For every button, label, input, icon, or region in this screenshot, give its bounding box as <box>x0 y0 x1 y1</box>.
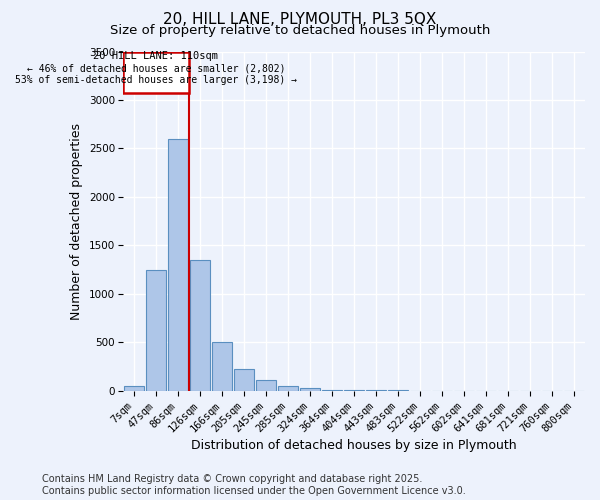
Bar <box>123 52 189 93</box>
Bar <box>146 270 166 390</box>
Bar <box>168 138 188 390</box>
Bar <box>124 386 143 390</box>
Bar <box>300 388 320 390</box>
Text: 53% of semi-detached houses are larger (3,198) →: 53% of semi-detached houses are larger (… <box>15 75 297 85</box>
Bar <box>234 370 254 390</box>
Text: 20, HILL LANE, PLYMOUTH, PL3 5QX: 20, HILL LANE, PLYMOUTH, PL3 5QX <box>163 12 437 26</box>
Bar <box>278 386 298 390</box>
Text: Size of property relative to detached houses in Plymouth: Size of property relative to detached ho… <box>110 24 490 37</box>
Bar <box>190 260 210 390</box>
X-axis label: Distribution of detached houses by size in Plymouth: Distribution of detached houses by size … <box>191 440 517 452</box>
Text: Contains HM Land Registry data © Crown copyright and database right 2025.
Contai: Contains HM Land Registry data © Crown c… <box>42 474 466 496</box>
Bar <box>212 342 232 390</box>
Text: ← 46% of detached houses are smaller (2,802): ← 46% of detached houses are smaller (2,… <box>26 64 285 74</box>
Y-axis label: Number of detached properties: Number of detached properties <box>70 122 83 320</box>
Text: 20 HILL LANE: 110sqm: 20 HILL LANE: 110sqm <box>94 51 218 61</box>
Bar <box>256 380 276 390</box>
